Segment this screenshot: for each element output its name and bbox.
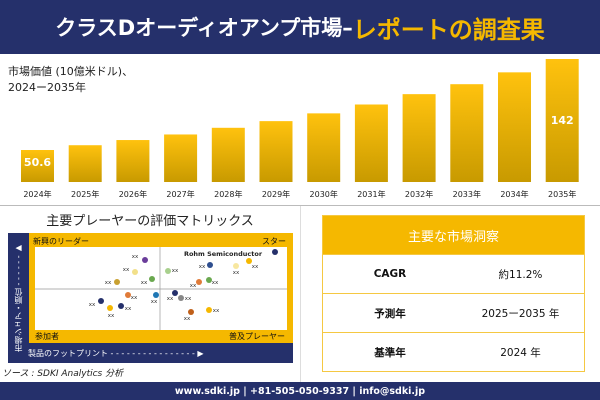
insights-table: 主要な市場洞察 CAGR 約11.2% 予測年 2025ー2035 年 基準年 … (322, 215, 585, 372)
player-point (233, 263, 239, 269)
insight-label: 予測年 (374, 307, 406, 320)
player-point (153, 292, 159, 298)
player-point (178, 295, 184, 301)
subtitle-line2: 2024ー2035年 (8, 81, 86, 94)
player-label: xx (151, 299, 158, 305)
footer-contact: www.sdki.jp | +81-505-050-9337 | info@sd… (0, 382, 600, 400)
player-point (125, 292, 131, 298)
bar (21, 150, 54, 182)
x-tick-label: 2033年 (453, 189, 481, 199)
bar (259, 121, 293, 182)
chart-subtitle: 市場価値 (10億米ドル)、 2024ー2035年 (8, 64, 133, 96)
bar (116, 140, 150, 182)
player-label: xx (213, 308, 220, 314)
insights-title: 主要な市場洞察 (323, 216, 584, 254)
player-point (196, 279, 202, 285)
player-point (206, 277, 212, 283)
player-point (98, 298, 104, 304)
player-label: xx (172, 268, 179, 274)
player-label: xx (125, 306, 132, 312)
player-label: xx (141, 280, 148, 286)
insight-row-base-year: 基準年 2024 年 (323, 332, 584, 371)
player-label: xx (108, 313, 115, 319)
data-label-last: 142 (551, 114, 574, 127)
matrix-scatter: xx xx xx xx xx xx xx xx xx xx xx xx xx xx xx xx xx xx xx Ro… (35, 247, 287, 330)
bar (211, 127, 245, 182)
quadrant-emerging-leaders: 新興のリーダー (33, 237, 89, 246)
subtitle-line1: 市場価値 (10億米ドル)、 (8, 65, 134, 78)
insight-label: CAGR (373, 268, 407, 280)
bar (545, 59, 579, 182)
bar (354, 104, 388, 182)
x-tick-label: 2030年 (310, 189, 338, 199)
insight-row-cagr: CAGR 約11.2% (323, 254, 584, 293)
title-highlight: レポートの調査果 (352, 15, 545, 44)
player-point (272, 249, 278, 255)
x-tick-label: 2031年 (357, 189, 385, 199)
player-label: xx (252, 264, 259, 270)
player-point (114, 279, 120, 285)
x-tick-label: 2034年 (500, 189, 528, 199)
quadrant-pervasive-players: 普及プレーヤー (229, 332, 285, 341)
player-label: xx (89, 302, 96, 308)
insight-label: 基準年 (374, 346, 406, 359)
bar (68, 145, 102, 182)
bar (402, 94, 436, 182)
player-point (206, 307, 212, 313)
bar (307, 113, 341, 182)
player-label-rohm: Rohm Semiconductor (184, 250, 263, 258)
bar-chart: 2024年 2025年 2026年 2027年 2028年 2029年 2030年 2031年… (21, 59, 579, 199)
player-label: xx (123, 267, 130, 273)
insight-value: 約11.2% (498, 268, 543, 281)
player-point (188, 309, 194, 315)
x-tick-label: 2025年 (71, 189, 99, 199)
player-label: xx (212, 280, 219, 286)
player-label: xx (233, 270, 240, 276)
insight-value: 2024 年 (500, 346, 541, 359)
x-tick-label: 2028年 (214, 189, 242, 199)
matrix-title: 主要プレーヤーの評価マトリックス (46, 214, 254, 229)
x-tick-label: 2035年 (548, 189, 576, 199)
player-label: xx (167, 296, 174, 302)
player-label: xx (185, 296, 192, 302)
player-point (132, 269, 138, 275)
player-label: xx (190, 283, 197, 289)
bar (164, 134, 198, 182)
quadrant-stars: スター (262, 237, 286, 246)
player-label: xx (131, 295, 138, 301)
player-point (172, 290, 178, 296)
bar (450, 84, 484, 182)
player-point (149, 276, 155, 282)
player-point (246, 258, 252, 264)
source-note: ソース : SDKI Analytics 分析 (2, 369, 124, 379)
player-point (207, 262, 213, 268)
x-tick-label: 2032年 (405, 189, 433, 199)
quadrant-participants: 参加者 (35, 332, 59, 341)
insight-row-forecast: 予測年 2025ー2035 年 (323, 293, 584, 332)
divider (0, 205, 600, 206)
x-tick-label: 2024年 (23, 189, 51, 199)
x-axis-label: 製品のフットプリント - - - - - - - - - - - - - - -… (28, 348, 204, 358)
player-label: xx (199, 264, 206, 270)
player-point (165, 268, 171, 274)
x-tick-label: 2029年 (262, 189, 290, 199)
title-main: クラスDオーディオアンプ市場– (55, 16, 353, 40)
x-tick-label: 2026年 (119, 189, 147, 199)
player-point (118, 303, 124, 309)
divider-vertical (300, 206, 301, 382)
player-label: xx (184, 316, 191, 322)
player-point (142, 257, 148, 263)
player-label: xx (105, 280, 112, 286)
player-point (107, 305, 113, 311)
data-label-first: 50.6 (24, 156, 51, 169)
player-label: xx (132, 254, 139, 260)
x-tick-label: 2027年 (166, 189, 194, 199)
page-header: クラスDオーディオアンプ市場– レポートの調査果 (0, 0, 600, 54)
bar (498, 72, 531, 182)
matrix-plot-area (35, 247, 287, 330)
insight-value: 2025ー2035 年 (481, 307, 560, 320)
